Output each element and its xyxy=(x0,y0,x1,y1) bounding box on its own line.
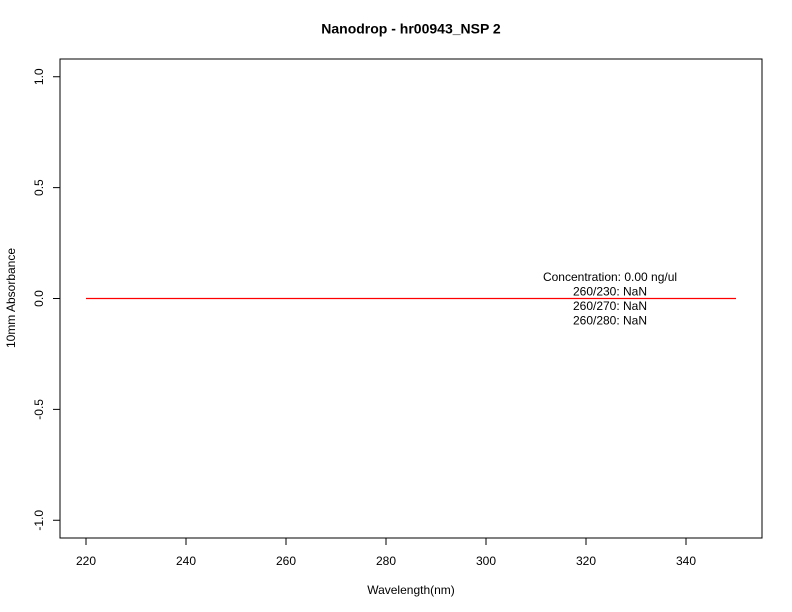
x-tick-label: 280 xyxy=(376,554,396,568)
annotation: 260/230: NaN xyxy=(573,285,647,299)
annotation: 260/280: NaN xyxy=(573,314,647,328)
x-tick-label: 320 xyxy=(576,554,596,568)
y-tick-label: -0.5 xyxy=(32,399,46,420)
y-tick-label: 0.0 xyxy=(32,290,46,307)
y-tick-label: 1.0 xyxy=(32,68,46,85)
y-tick-label: -1.0 xyxy=(32,510,46,531)
x-tick-label: 220 xyxy=(76,554,96,568)
y-tick-label: 0.5 xyxy=(32,179,46,196)
x-tick-label: 300 xyxy=(476,554,496,568)
y-axis-label: 10mm Absorbance xyxy=(4,248,18,348)
x-tick-label: 240 xyxy=(176,554,196,568)
annotation: 260/270: NaN xyxy=(573,299,647,313)
x-axis-label: Wavelength(nm) xyxy=(367,583,455,597)
chart-title: Nanodrop - hr00943_NSP 2 xyxy=(321,21,501,37)
x-tick-label: 260 xyxy=(276,554,296,568)
annotation: Concentration: 0.00 ng/ul xyxy=(543,270,677,284)
x-tick-label: 340 xyxy=(676,554,696,568)
